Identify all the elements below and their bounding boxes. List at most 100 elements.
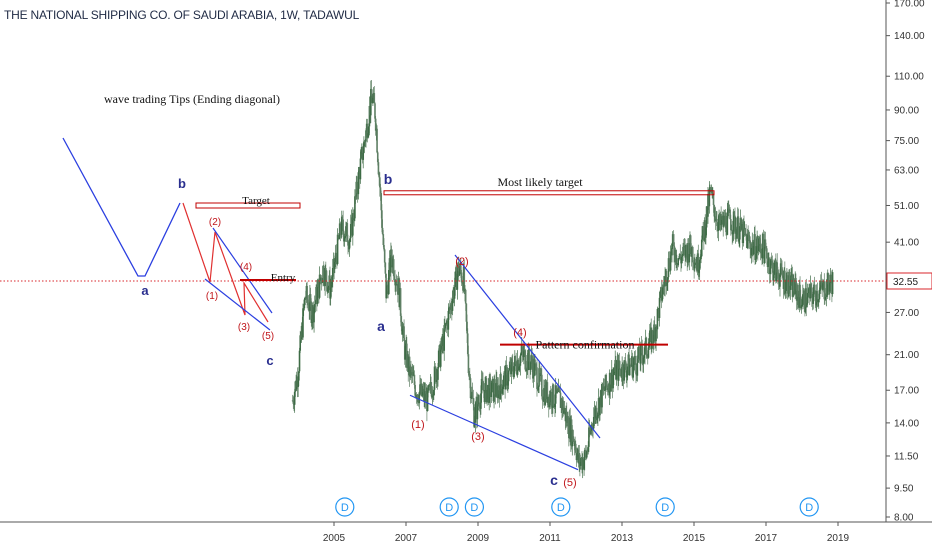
tips-wave-1: (1) [206,291,218,302]
candle-body [414,384,416,396]
dividend-marker[interactable] [799,497,819,517]
candle-body [376,128,378,153]
candle-body [747,233,749,236]
candle-body [589,430,592,435]
candle-body [573,441,576,447]
candle-body [314,300,317,305]
tips-diagonal-path [182,202,269,323]
candle-body [720,214,722,225]
candle-body [662,284,665,286]
candle-body [730,219,732,231]
candle-body [588,427,590,447]
candle-body [493,383,496,395]
candle-body [536,367,538,390]
dividend-marker[interactable] [655,497,675,517]
candle-body [450,304,452,309]
candle-body [360,151,362,159]
candle-body [629,364,632,366]
candle-body [352,213,354,236]
x-tick-label: 2013 [611,533,634,544]
candle-body [592,416,595,429]
candle-body [324,267,326,287]
candle-body [687,243,690,263]
candle-body [471,391,474,399]
candle-body [376,152,379,163]
candle-body [554,403,556,408]
candle-body [816,291,819,303]
candle-body [331,267,334,282]
candle-body [635,363,637,375]
candle-body [641,345,644,356]
candle-body [356,181,358,194]
candle-body [507,370,510,382]
dividend-marker[interactable] [439,497,459,517]
candle-body [780,263,783,268]
candle-body [662,284,664,295]
candle-body [781,275,784,278]
candle-body [806,292,809,304]
candle-body [518,365,521,367]
candle-body [574,443,577,453]
candle-body [437,350,440,368]
dividend-marker-label: D [661,502,669,514]
candle-body [537,386,540,391]
candle-body [430,389,433,398]
candle-body [667,277,669,283]
candle-body [818,289,821,300]
candle-body [318,274,321,298]
candle-body [469,376,471,379]
candle-body [468,373,470,377]
candle-body [642,357,645,364]
candle-body [307,299,309,303]
candle-body [757,238,759,252]
candle-body [647,347,650,358]
y-tick-label: 11.50 [894,451,919,462]
candle-body [505,364,507,390]
tips-wave-b: b [178,176,186,191]
candle-body [421,392,424,396]
x-tick-label: 2011 [539,533,561,544]
candle-body [800,305,803,309]
candle-body [576,453,578,461]
candle-body [521,346,524,352]
candle-body [380,193,383,211]
candle-body [473,422,476,427]
candle-body [476,397,479,420]
x-tick-label: 2019 [827,533,850,544]
candle-body [439,349,442,367]
candle-body [453,287,456,299]
dividend-marker[interactable] [551,497,571,517]
candle-body [591,424,594,428]
candle-body [811,287,813,298]
candle-body [478,402,481,408]
candle-body [464,289,467,304]
candle-body [341,216,344,220]
dividend-marker[interactable] [464,497,484,517]
candle-body [587,446,590,452]
candle-body [365,130,367,142]
wave-1-label: (1) [411,419,424,431]
candle-body [490,392,493,398]
candle-body [814,290,817,302]
candle-body [298,371,300,381]
candle-body [668,258,671,269]
candle-body [743,221,745,230]
dividend-marker-label: D [557,502,565,514]
candle-body [334,262,336,270]
candle-body [399,288,402,316]
candle-body [541,396,544,401]
candle-body [428,384,430,391]
candle-body [418,392,421,404]
candle-body [700,256,702,260]
candle-body [364,141,367,143]
candle-body [353,218,356,221]
candle-body [297,380,299,388]
y-tick-label: 21.00 [894,350,919,361]
candle-body [772,262,774,281]
candle-body [789,285,792,290]
tips-wave-3: (3) [238,322,250,333]
candle-body [395,281,398,286]
dividend-marker[interactable] [335,497,355,517]
candle-body [321,282,324,284]
candle-body [444,322,447,329]
